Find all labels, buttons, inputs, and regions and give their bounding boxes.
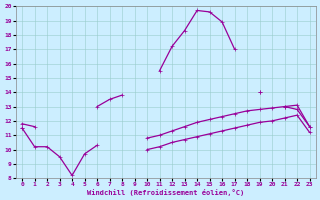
X-axis label: Windchill (Refroidissement éolien,°C): Windchill (Refroidissement éolien,°C): [87, 189, 244, 196]
